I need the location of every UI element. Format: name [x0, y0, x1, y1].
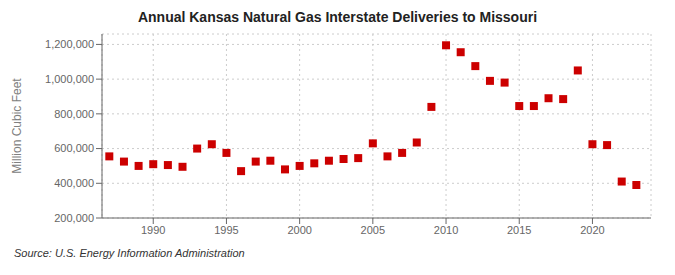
- html-text:Source: U.S. Energy Informatio: Source: U.S. Energy Information Administ…: [14, 247, 245, 259]
- svg-text:1,200,000: 1,200,000: [45, 38, 94, 50]
- html-text:Annual Kansas Natural Gas Inte: Annual Kansas Natural Gas Interstate Del…: [137, 9, 538, 25]
- svg-text:2000: 2000: [287, 224, 311, 236]
- svg-text:1990: 1990: [141, 224, 165, 236]
- svg-text:400,000: 400,000: [54, 177, 94, 189]
- svg-text:800,000: 800,000: [54, 108, 94, 120]
- svg-text:2005: 2005: [361, 224, 385, 236]
- svg-text:1,000,000: 1,000,000: [45, 73, 94, 85]
- svg-text:Million Cubic Feet: Million Cubic Feet: [10, 78, 24, 174]
- svg-text:2020: 2020: [580, 224, 604, 236]
- svg-text:1995: 1995: [214, 224, 238, 236]
- svg-text:200,000: 200,000: [54, 212, 94, 224]
- svg-text:2010: 2010: [434, 224, 458, 236]
- svg-text:2015: 2015: [507, 224, 531, 236]
- svg-text:600,000: 600,000: [54, 142, 94, 154]
